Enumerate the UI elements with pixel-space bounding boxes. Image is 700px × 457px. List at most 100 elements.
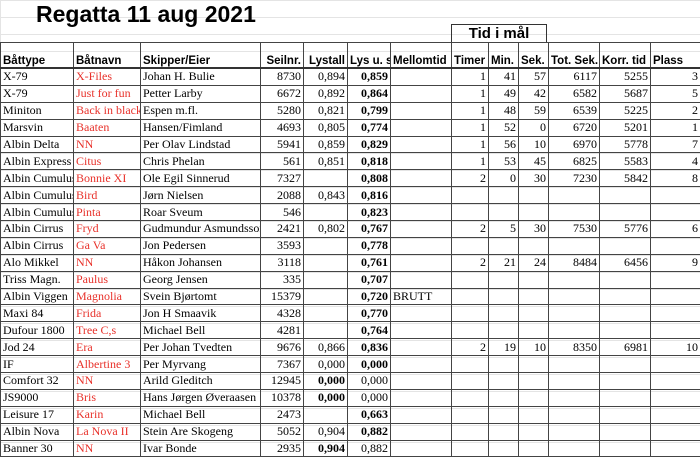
minutes-cell[interactable]: 21 bbox=[489, 254, 519, 271]
rating-no-spinnaker-cell[interactable]: 0,761 bbox=[348, 254, 391, 271]
hours-cell[interactable]: 2 bbox=[452, 339, 489, 356]
split-time-cell[interactable] bbox=[391, 119, 452, 136]
sail-number-cell[interactable]: 8730 bbox=[261, 68, 304, 85]
corrected-time-cell[interactable] bbox=[600, 423, 651, 440]
minutes-cell[interactable]: 52 bbox=[489, 119, 519, 136]
column-header[interactable]: Lys u. spinn. bbox=[348, 43, 391, 69]
corrected-time-cell[interactable] bbox=[600, 305, 651, 322]
boat-type-cell[interactable]: JS9000 bbox=[1, 389, 74, 406]
boat-name-cell[interactable]: NN bbox=[74, 136, 141, 153]
boat-type-cell[interactable]: X-79 bbox=[1, 85, 74, 102]
place-cell[interactable] bbox=[651, 271, 700, 288]
skipper-cell[interactable]: Michael Bell bbox=[141, 406, 261, 423]
hours-cell[interactable] bbox=[452, 423, 489, 440]
column-header[interactable]: Båtnavn bbox=[74, 43, 141, 69]
rating-cell[interactable] bbox=[304, 254, 348, 271]
minutes-cell[interactable] bbox=[489, 187, 519, 204]
skipper-cell[interactable]: Chris Phelan bbox=[141, 153, 261, 170]
rating-cell[interactable]: 0,000 bbox=[304, 373, 348, 390]
seconds-cell[interactable] bbox=[519, 288, 549, 305]
column-header[interactable]: Timer bbox=[452, 43, 489, 69]
sail-number-cell[interactable]: 2421 bbox=[261, 221, 304, 238]
place-cell[interactable]: 6 bbox=[651, 221, 700, 238]
corrected-time-cell[interactable] bbox=[600, 204, 651, 221]
split-time-cell[interactable] bbox=[391, 85, 452, 102]
rating-no-spinnaker-cell[interactable]: 0,663 bbox=[348, 406, 391, 423]
hours-cell[interactable] bbox=[452, 440, 489, 457]
minutes-cell[interactable]: 0 bbox=[489, 170, 519, 187]
rating-no-spinnaker-cell[interactable]: 0,882 bbox=[348, 440, 391, 457]
boat-type-cell[interactable]: Marsvin bbox=[1, 119, 74, 136]
boat-type-cell[interactable]: Albin Express bbox=[1, 153, 74, 170]
total-seconds-cell[interactable] bbox=[549, 288, 600, 305]
boat-type-cell[interactable]: Comfort 32 bbox=[1, 373, 74, 390]
hours-cell[interactable] bbox=[452, 322, 489, 339]
rating-cell[interactable]: 0,802 bbox=[304, 221, 348, 238]
sail-number-cell[interactable]: 7367 bbox=[261, 356, 304, 373]
seconds-cell[interactable]: 30 bbox=[519, 221, 549, 238]
boat-name-cell[interactable]: NN bbox=[74, 254, 141, 271]
seconds-cell[interactable] bbox=[519, 440, 549, 457]
boat-type-cell[interactable]: Jod 24 bbox=[1, 339, 74, 356]
boat-type-cell[interactable]: Maxi 84 bbox=[1, 305, 74, 322]
column-header[interactable]: Plass bbox=[651, 43, 700, 69]
corrected-time-cell[interactable] bbox=[600, 373, 651, 390]
corrected-time-cell[interactable] bbox=[600, 406, 651, 423]
boat-type-cell[interactable]: Albin Cumulus bbox=[1, 170, 74, 187]
rating-no-spinnaker-cell[interactable]: 0,767 bbox=[348, 221, 391, 238]
hours-cell[interactable] bbox=[452, 237, 489, 254]
total-seconds-cell[interactable] bbox=[549, 271, 600, 288]
rating-cell[interactable]: 0,000 bbox=[304, 356, 348, 373]
minutes-cell[interactable] bbox=[489, 373, 519, 390]
hours-cell[interactable] bbox=[452, 288, 489, 305]
hours-cell[interactable]: 1 bbox=[452, 68, 489, 85]
column-header[interactable]: Seilnr. bbox=[261, 43, 304, 69]
boat-name-cell[interactable]: Ga Va bbox=[74, 237, 141, 254]
total-seconds-cell[interactable]: 6970 bbox=[549, 136, 600, 153]
hours-cell[interactable]: 2 bbox=[452, 221, 489, 238]
corrected-time-cell[interactable]: 6456 bbox=[600, 254, 651, 271]
skipper-cell[interactable]: Georg Jensen bbox=[141, 271, 261, 288]
seconds-cell[interactable]: 10 bbox=[519, 136, 549, 153]
seconds-cell[interactable] bbox=[519, 356, 549, 373]
hours-cell[interactable] bbox=[452, 389, 489, 406]
place-cell[interactable] bbox=[651, 237, 700, 254]
split-time-cell[interactable] bbox=[391, 423, 452, 440]
boat-type-cell[interactable]: Albin Cirrus bbox=[1, 221, 74, 238]
corrected-time-cell[interactable] bbox=[600, 271, 651, 288]
rating-cell[interactable] bbox=[304, 170, 348, 187]
skipper-cell[interactable]: Hans Jørgen Øveraasen bbox=[141, 389, 261, 406]
sail-number-cell[interactable]: 6672 bbox=[261, 85, 304, 102]
skipper-cell[interactable]: Jon Pedersen bbox=[141, 237, 261, 254]
total-seconds-cell[interactable]: 7230 bbox=[549, 170, 600, 187]
boat-type-cell[interactable]: Leisure 17 bbox=[1, 406, 74, 423]
minutes-cell[interactable] bbox=[489, 305, 519, 322]
skipper-cell[interactable]: Espen m.fl. bbox=[141, 102, 261, 119]
place-cell[interactable] bbox=[651, 356, 700, 373]
seconds-cell[interactable] bbox=[519, 423, 549, 440]
corrected-time-cell[interactable]: 5225 bbox=[600, 102, 651, 119]
hours-cell[interactable]: 2 bbox=[452, 170, 489, 187]
rating-cell[interactable] bbox=[304, 406, 348, 423]
boat-type-cell[interactable]: Albin Cirrus bbox=[1, 237, 74, 254]
seconds-cell[interactable] bbox=[519, 373, 549, 390]
corrected-time-cell[interactable] bbox=[600, 237, 651, 254]
seconds-cell[interactable] bbox=[519, 305, 549, 322]
minutes-cell[interactable]: 48 bbox=[489, 102, 519, 119]
place-cell[interactable] bbox=[651, 187, 700, 204]
boat-name-cell[interactable]: Era bbox=[74, 339, 141, 356]
sail-number-cell[interactable]: 5941 bbox=[261, 136, 304, 153]
rating-no-spinnaker-cell[interactable]: 0,829 bbox=[348, 136, 391, 153]
column-header[interactable]: Min. bbox=[489, 43, 519, 69]
seconds-cell[interactable] bbox=[519, 204, 549, 221]
place-cell[interactable] bbox=[651, 373, 700, 390]
minutes-cell[interactable] bbox=[489, 322, 519, 339]
skipper-cell[interactable]: Roar Sveum bbox=[141, 204, 261, 221]
sail-number-cell[interactable]: 2088 bbox=[261, 187, 304, 204]
rating-no-spinnaker-cell[interactable]: 0,000 bbox=[348, 389, 391, 406]
split-time-cell[interactable] bbox=[391, 187, 452, 204]
total-seconds-cell[interactable] bbox=[549, 406, 600, 423]
boat-name-cell[interactable]: Bird bbox=[74, 187, 141, 204]
rating-cell[interactable] bbox=[304, 305, 348, 322]
boat-type-cell[interactable]: Triss Magn. bbox=[1, 271, 74, 288]
